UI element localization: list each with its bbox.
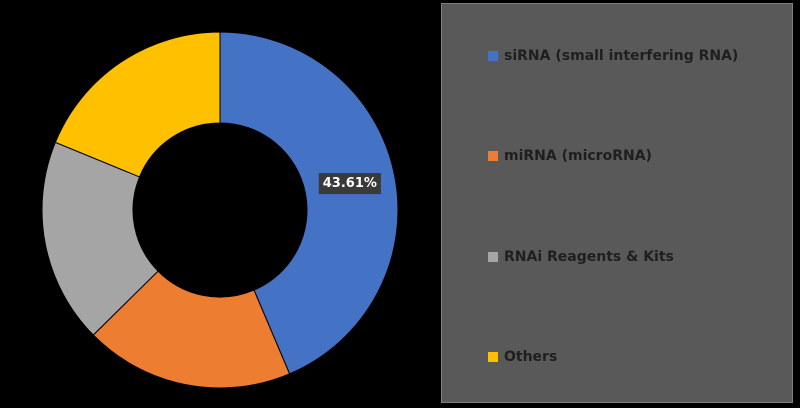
data-label-sirna-small-interfering-rna: 43.61% xyxy=(318,173,381,195)
donut-slice-rnai-reagents-kits xyxy=(41,141,159,336)
legend-swatch-mirna xyxy=(488,151,498,161)
legend-label-rnai-reagents: RNAi Reagents & Kits xyxy=(504,249,674,265)
legend-item-mirna: miRNA (microRNA) xyxy=(488,146,652,166)
donut-slice-mirna-microrna xyxy=(92,270,291,389)
legend-swatch-sirna xyxy=(488,51,498,61)
legend-item-rnai-reagents: RNAi Reagents & Kits xyxy=(488,247,674,267)
legend-label-others: Others xyxy=(504,349,558,365)
donut-chart-svg: 43.61% xyxy=(41,31,399,389)
data-label-text: 43.61% xyxy=(323,176,377,191)
legend-swatch-rnai-reagents xyxy=(488,252,498,262)
donut-slice-sirna-small-interfering-rna xyxy=(219,31,399,375)
legend-item-sirna: siRNA (small interfering RNA) xyxy=(488,46,738,66)
legend-label-mirna: miRNA (microRNA) xyxy=(504,148,652,164)
legend-item-others: Others xyxy=(488,347,557,367)
donut-slice-others xyxy=(54,31,221,178)
legend-swatch-others xyxy=(488,352,498,362)
data-label-background xyxy=(318,173,381,195)
donut-chart: 43.61% xyxy=(41,31,399,389)
legend: siRNA (small interfering RNA) miRNA (mic… xyxy=(441,3,793,403)
legend-label-sirna: siRNA (small interfering RNA) xyxy=(504,48,739,64)
